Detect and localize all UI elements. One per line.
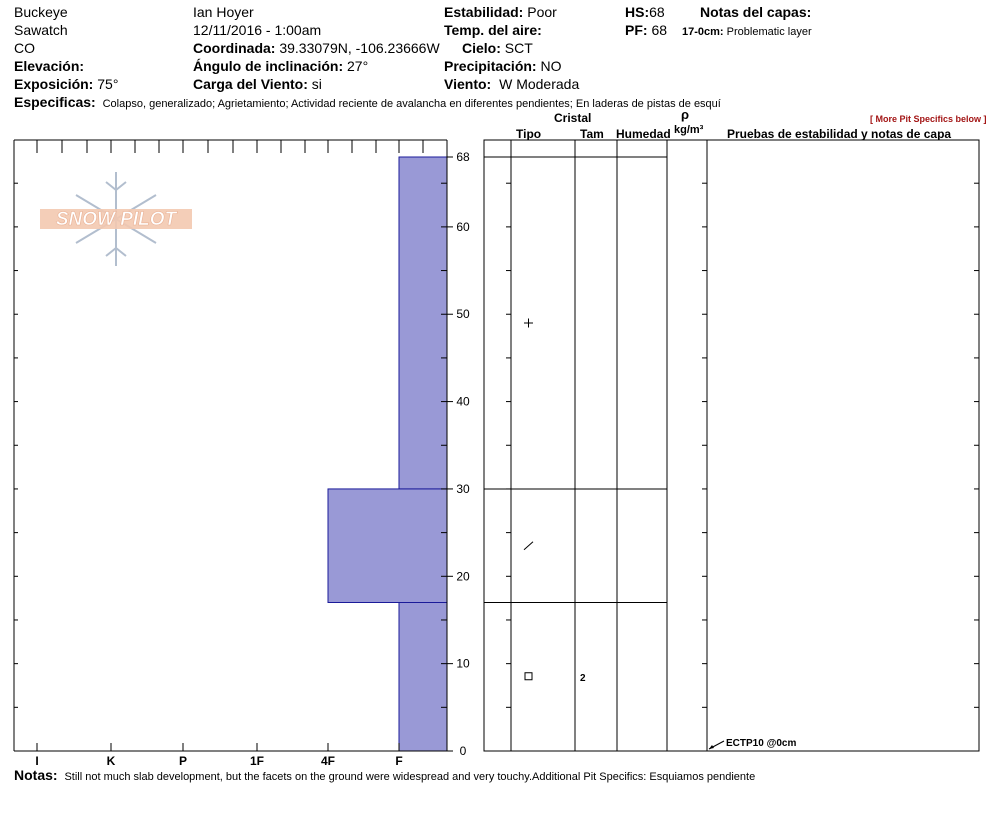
notes-row: Notas: Still not much slab development, … (14, 767, 755, 785)
exposure-label: Exposición: (14, 76, 94, 92)
coordinate-row: Coordinada: 39.33079N, -106.23666W (193, 40, 440, 56)
hardness-tick-label: 1F (250, 754, 264, 768)
hs-row: HS:68 (625, 4, 665, 20)
logo-text: SNOW PILOT (56, 209, 178, 230)
hs-value: 68 (649, 4, 665, 20)
elevation-label: Elevación: (14, 58, 85, 74)
y-tick-label: 40 (456, 395, 470, 409)
wind-load-label: Carga del Viento: (193, 76, 308, 92)
y-tick-label: 50 (456, 307, 470, 321)
hardness-bar-1 (327, 488, 448, 603)
col-cristal: Cristal (554, 111, 592, 125)
logo-band (40, 209, 192, 229)
state: CO (14, 40, 35, 56)
specifics-label: Especificas: (14, 94, 96, 110)
coordinate-value: 39.33079N, -106.23666W (279, 40, 440, 56)
table-frame (483, 139, 980, 752)
hardness-bar-0 (398, 156, 448, 490)
hardness-tick-label: I (35, 754, 38, 768)
sky-label: Cielo: (462, 40, 501, 56)
layer-note-text: Problematic layer (726, 26, 812, 38)
col-tam: Tam (580, 127, 604, 141)
layer-note: 17-0cm: Problematic layer (682, 24, 812, 40)
wind-load-value: si (311, 76, 322, 92)
hardness-tick-label: P (179, 754, 187, 768)
wind-row: Viento: W Moderada (444, 76, 579, 92)
stability-value: Poor (527, 4, 557, 20)
test-pointer-arrow (709, 745, 714, 749)
col-tests: Pruebas de estabilidad y notas de capa (727, 127, 952, 141)
col-density-unit: kg/m³ (674, 124, 704, 136)
hardness-tick-label: K (107, 754, 116, 768)
coordinate-label: Coordinada: (193, 40, 276, 56)
y-tick-label: 0 (460, 744, 467, 758)
incline-value: 27° (347, 58, 369, 74)
col-tipo: Tipo (516, 127, 542, 141)
observer: Ian Hoyer (193, 4, 254, 20)
hardness-tick-label: 4F (321, 754, 335, 768)
layer-note-depth: 17-0cm: (682, 26, 724, 38)
sky-value: SCT (504, 40, 533, 56)
wind-load-row: Carga del Viento: si (193, 76, 322, 92)
pf-value: 68 (651, 22, 668, 38)
pf-row: PF: 68 (625, 22, 667, 38)
air-temp-label: Temp. del aire: (444, 22, 542, 38)
exposure-row: Exposición: 75° (14, 76, 118, 92)
crystal-table: 2 ECTP10 @0cm (483, 139, 980, 752)
y-tick-label: 20 (456, 569, 470, 583)
crystal-symbol-square (524, 672, 533, 681)
notes-label: Notas: (14, 767, 58, 783)
y-tick-label: 30 (456, 482, 470, 496)
y-tick-label: 10 (456, 657, 470, 671)
wind-label: Viento: (444, 76, 492, 92)
crystal-size: 2 (580, 673, 586, 684)
stability-label: Estabilidad: (444, 4, 524, 20)
precip-value: NO (540, 58, 562, 74)
crystal-symbol-plus (524, 318, 533, 328)
incline-label: Ángulo de inclinación: (193, 58, 344, 74)
location: Buckeye (14, 4, 68, 20)
notes-text: Still not much slab development, but the… (64, 771, 756, 783)
sky-row: Cielo: SCT (462, 40, 533, 56)
more-pit-specifics-link[interactable]: [ More Pit Specifics below ] (870, 114, 987, 124)
pf-label: PF: (625, 22, 648, 38)
specifics-text: Colapso, generalizado; Agrietamiento; Ac… (102, 98, 721, 110)
y-tick-label: 68 (456, 150, 470, 164)
range: Sawatch (14, 22, 68, 38)
precip-label: Precipitación: (444, 58, 537, 74)
hardness-tick-label: F (395, 754, 402, 768)
precip-row: Precipitación: NO (444, 58, 561, 74)
datetime: 12/11/2016 - 1:00am (193, 22, 322, 38)
stability-row: Estabilidad: Poor (444, 4, 557, 20)
stability-test-label: ECTP10 @0cm (726, 738, 796, 749)
snowpilot-logo: SNOW PILOT (40, 172, 192, 266)
exposure-value: 75° (97, 76, 119, 92)
crystal-symbol-slash (523, 541, 534, 551)
hs-label: HS: (625, 4, 650, 20)
specifics-row: Especificas: Colapso, generalizado; Agri… (14, 94, 721, 112)
layer-notes-label: Notas del capas: (700, 4, 812, 20)
hardness-bar-2 (398, 602, 448, 752)
hardness-plot: I K P 1F 4F F 0 10 20 30 40 50 60 68 (13, 139, 470, 768)
col-rho: ρ (681, 107, 690, 122)
incline-row: Ángulo de inclinación: 27° (193, 58, 368, 74)
col-humedad: Humedad (616, 127, 671, 141)
wind-value: W Moderada (499, 76, 580, 92)
y-tick-label: 60 (456, 220, 470, 234)
